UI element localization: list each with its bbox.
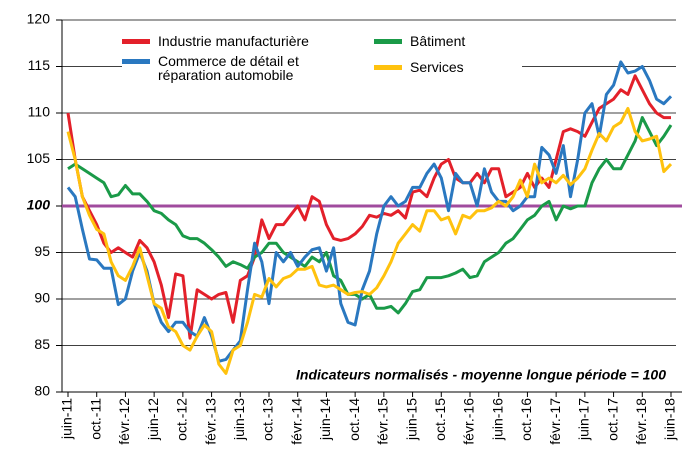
legend-item: Services xyxy=(374,60,522,82)
series-line xyxy=(66,60,673,363)
x-tick-label: juin-17 xyxy=(576,398,592,441)
x-tick-label: févr.-12 xyxy=(116,398,132,445)
x-tick-label: juin-12 xyxy=(145,398,161,441)
legend-item: Commerce de détail et réparation automob… xyxy=(122,54,374,82)
legend-label: Services xyxy=(410,59,464,75)
legend-swatch xyxy=(374,39,402,44)
x-tick-label: févr.-17 xyxy=(547,398,563,445)
y-tick-label: 95 xyxy=(34,243,50,259)
legend-swatch xyxy=(122,39,150,44)
x-tick-label: févr.-15 xyxy=(375,398,391,445)
y-tick-label: 105 xyxy=(27,150,51,166)
legend-item: Bâtiment xyxy=(374,34,522,48)
x-tick-label: févr.-18 xyxy=(633,398,649,445)
x-tick-label: oct.-14 xyxy=(346,398,362,441)
x-tick-label: févr.-13 xyxy=(202,398,218,445)
y-tick-label: 80 xyxy=(34,383,50,399)
x-tick-label: oct.-15 xyxy=(432,398,448,441)
x-tick-label: juin-14 xyxy=(317,398,333,441)
x-tick-label: oct.-12 xyxy=(174,398,190,441)
x-tick-label: oct.-17 xyxy=(604,398,620,441)
legend-swatch xyxy=(122,59,150,64)
x-tick-label: juin-18 xyxy=(662,398,678,441)
x-tick-label: oct.-16 xyxy=(518,398,534,441)
x-tick-label: oct.-11 xyxy=(87,398,103,440)
y-tick-label: 100 xyxy=(27,197,51,213)
legend-item: Industrie manufacturière xyxy=(122,34,374,48)
legend-label: Bâtiment xyxy=(410,33,466,49)
x-tick-label: juin-16 xyxy=(489,398,505,441)
x-tick-label: oct.-13 xyxy=(260,398,276,441)
y-tick-label: 85 xyxy=(34,336,50,352)
x-tick-label: févr.-14 xyxy=(288,398,304,445)
y-tick-label: 110 xyxy=(28,104,51,120)
x-tick-label: juin-11 xyxy=(59,398,75,440)
legend-label: Commerce de détail et réparation automob… xyxy=(158,53,299,83)
annotation: Indicateurs normalisés - moyenne longue … xyxy=(296,367,666,383)
x-tick-label: févr.-16 xyxy=(461,398,477,445)
series-line xyxy=(66,106,673,375)
legend-label: Industrie manufacturière xyxy=(158,33,309,49)
x-tick-label: juin-15 xyxy=(403,398,419,441)
y-tick-label: 115 xyxy=(28,57,51,73)
legend: Industrie manufacturière Bâtiment Commerce… xyxy=(122,34,522,82)
y-tick-label: 90 xyxy=(34,290,50,306)
legend-swatch xyxy=(374,65,402,70)
x-tick-label: juin-13 xyxy=(231,398,247,441)
series-line xyxy=(66,74,671,340)
y-tick-label: 120 xyxy=(27,11,51,27)
